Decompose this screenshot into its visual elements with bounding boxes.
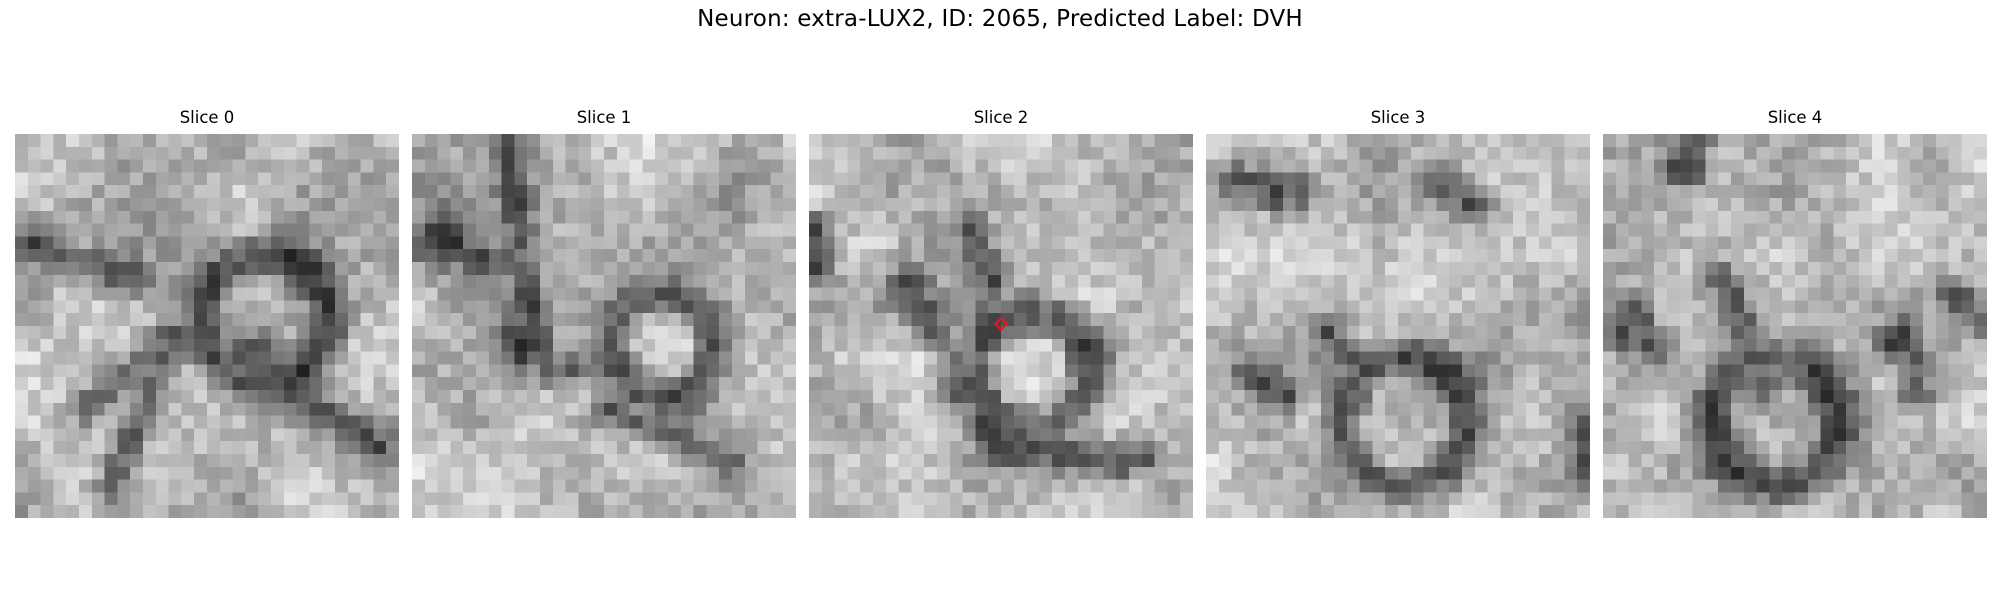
slice-panel-1: Slice 1 — [412, 108, 796, 520]
slice-image-0 — [15, 134, 399, 518]
slice-title: Slice 2 — [973, 108, 1029, 127]
slice-image-4 — [1603, 134, 1987, 518]
slice-panel-0: Slice 0 — [15, 108, 399, 520]
slice-image-3 — [1206, 134, 1590, 518]
slice-image-2 — [809, 134, 1193, 518]
slice-image-1 — [412, 134, 796, 518]
slice-panel-2: Slice 2 — [809, 108, 1193, 520]
figure-title: Neuron: extra-LUX2, ID: 2065, Predicted … — [697, 6, 1303, 32]
slice-title: Slice 3 — [1370, 108, 1426, 127]
slice-panel-3: Slice 3 — [1206, 108, 1590, 520]
slice-title: Slice 4 — [1767, 108, 1823, 127]
slice-title: Slice 0 — [179, 108, 235, 127]
slice-title: Slice 1 — [576, 108, 632, 127]
slice-panel-4: Slice 4 — [1603, 108, 1987, 520]
